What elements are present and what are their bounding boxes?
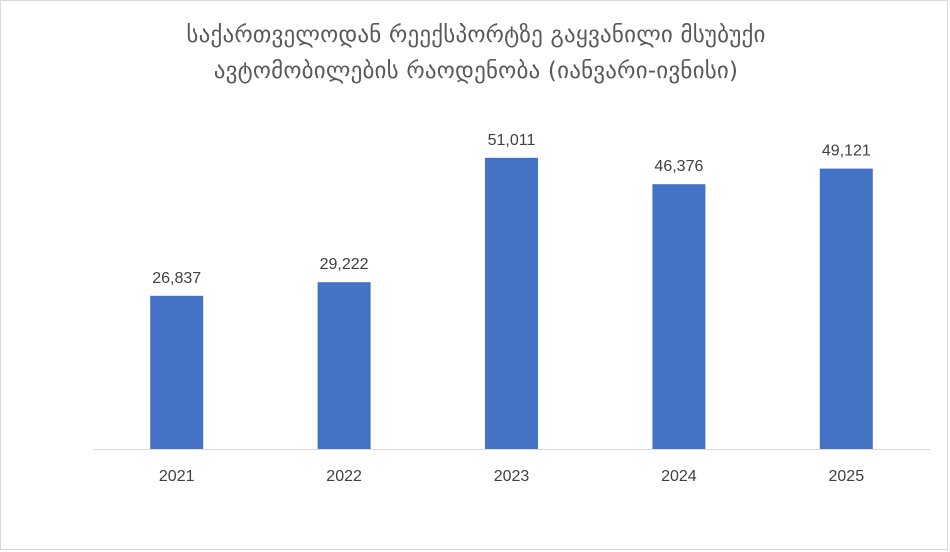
data-label-2021: 26,837 [152, 270, 201, 287]
bar-2022 [317, 282, 371, 449]
chart-title-line-2: ავტომობილების რაოდენობა (იანვარი-ივნისი) [213, 58, 739, 84]
x-tick-label-2024: 2024 [661, 468, 697, 485]
bar-2025 [819, 168, 873, 449]
bar-2023 [485, 157, 538, 450]
data-label-2025: 49,121 [822, 143, 871, 160]
data-label-2023: 51,011 [488, 132, 536, 149]
bar-2024 [652, 184, 706, 449]
x-tick-label-2025: 2025 [829, 468, 865, 485]
x-tick-label-2022: 2022 [326, 468, 362, 485]
x-tick-label-2021: 2021 [159, 468, 195, 485]
x-tick-label-2023: 2023 [494, 468, 530, 485]
data-label-2022: 29,222 [320, 256, 369, 273]
data-label-2024: 46,376 [654, 158, 703, 175]
chart-title: საქართველოდან რეექსპორტზე გაყვანილი მსუბ… [1, 17, 950, 89]
bar-2021 [150, 295, 204, 449]
chart-title-line-1: საქართველოდან რეექსპორტზე გაყვანილი მსუბ… [186, 22, 766, 48]
